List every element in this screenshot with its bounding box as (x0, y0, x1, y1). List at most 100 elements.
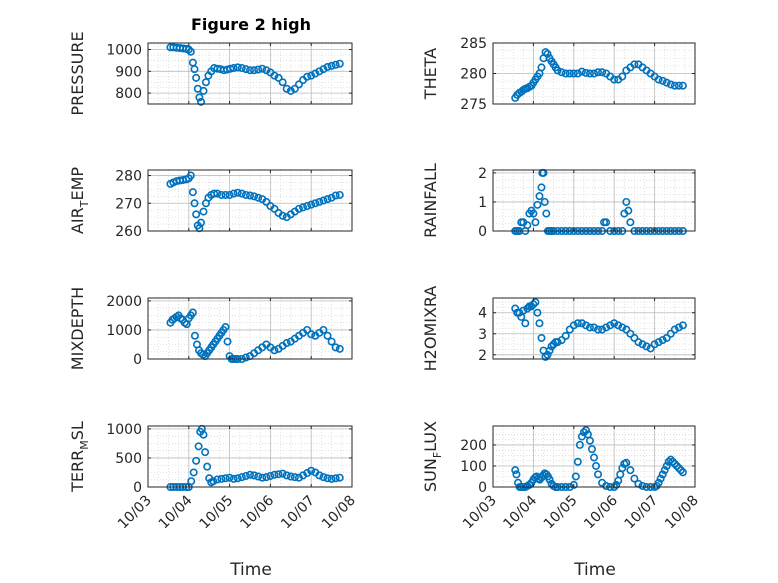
y-tick-label: 2000 (106, 294, 142, 310)
x-tick-label: 10/07 (622, 493, 662, 533)
pressure-point (258, 64, 267, 73)
y-tick-label: 0 (133, 480, 142, 496)
h2omixra-point (622, 325, 631, 334)
x-tick-label: 10/05 (197, 493, 237, 533)
air-temp-point (237, 189, 246, 198)
h2omixra-point (598, 325, 607, 334)
subplot-3: 260 270 280 AIRTEMP (68, 167, 353, 240)
terr-msl-point (282, 471, 291, 480)
terr-msl-point (187, 477, 196, 486)
y-tick-label: 280 (115, 169, 142, 185)
sun-flux-point (612, 480, 621, 489)
air-temp-point (270, 204, 279, 213)
pressure-point (327, 61, 336, 70)
y-tick-label: 900 (115, 64, 142, 80)
sun-flux-point (654, 478, 663, 487)
pressure-point (190, 65, 199, 74)
pressure-point (186, 47, 195, 56)
h2omixra-point (614, 321, 623, 330)
pressure-point (250, 66, 259, 75)
air-temp-point (190, 199, 199, 208)
pressure-point (192, 73, 201, 82)
x-tick-label: 10/03 (115, 493, 155, 533)
pressure-point (229, 64, 238, 73)
y-tick-label: 1000 (106, 323, 142, 339)
mixdepth-point (327, 337, 336, 346)
y-label-rest: EMP (68, 167, 87, 201)
y-axis-label: MIXDEPTH (68, 287, 87, 370)
sun-flux-point (622, 458, 631, 467)
pressure-point (319, 65, 328, 74)
h2omixra-point (527, 302, 536, 311)
air-temp-point (188, 188, 197, 197)
y-tick-label: 2 (478, 166, 487, 182)
h2omixra-point (561, 331, 570, 340)
subplot-5: 0 1000 2000 MIXDEPTH (68, 287, 353, 370)
pressure-point (197, 97, 206, 106)
sun-flux-point (666, 455, 675, 464)
sun-flux-point (674, 464, 683, 473)
terr-msl-point (229, 474, 238, 483)
pressure-point (290, 84, 299, 93)
theta-point (561, 69, 570, 78)
rainfall-point (626, 218, 635, 227)
h2omixra-point (543, 350, 552, 359)
terr-msl-point (233, 474, 242, 483)
x-tick-label: 10/06 (581, 492, 621, 532)
mixdepth-point (188, 308, 197, 317)
h2omixra-point (602, 323, 611, 332)
theta-point (585, 69, 594, 78)
terr-msl-point (217, 474, 226, 483)
h2omixra-point (610, 319, 619, 328)
h2omixra-point (581, 321, 590, 330)
terr-msl-point (209, 477, 218, 486)
h2omixra-point (630, 333, 639, 342)
pressure-point (294, 80, 303, 89)
sun-flux-point (594, 470, 603, 479)
h2omixra-point (565, 325, 574, 334)
pressure-point (254, 65, 263, 74)
rainfall-point (537, 183, 546, 192)
y-label-main: AIR (68, 207, 87, 234)
axes-box (492, 169, 696, 232)
sun-flux-point (626, 466, 635, 475)
rainfall-point (602, 218, 611, 227)
mixdepth-point (307, 330, 316, 339)
pressure-point (201, 78, 210, 87)
terr-msl-point (290, 473, 299, 482)
sun-flux-point (573, 457, 582, 466)
h2omixra-point (545, 346, 554, 355)
h2omixra-point (678, 321, 687, 330)
pressure-point (282, 84, 291, 93)
sun-flux-point (660, 466, 669, 475)
y-tick-label: 285 (460, 36, 487, 52)
sun-flux-point (581, 426, 590, 435)
y-label-subscript: M (78, 440, 91, 450)
rainfall-point (622, 197, 631, 206)
sun-flux-point (676, 466, 685, 475)
h2omixra-point (537, 333, 546, 342)
pressure-point (278, 78, 287, 87)
air-temp-point (335, 190, 344, 199)
h2omixra-point (618, 323, 627, 332)
theta-point (543, 49, 552, 58)
terr-msl-point (201, 448, 210, 457)
sun-flux-point (630, 474, 639, 483)
y-label-main: SUN (421, 458, 440, 492)
terr-msl-point (262, 473, 271, 482)
rainfall-point (533, 200, 542, 209)
h2omixra-point (541, 352, 550, 361)
mixdepth-point (282, 339, 291, 348)
terr-msl-point (307, 466, 316, 475)
y-tick-label: 200 (460, 438, 487, 454)
sun-flux-point (571, 472, 580, 481)
y-tick-label: 4 (478, 306, 487, 322)
axes-box (147, 42, 353, 105)
axes-box (147, 297, 353, 360)
air-temp-point (192, 210, 201, 219)
terr-msl-point (199, 430, 208, 439)
air-temp-point (199, 207, 208, 216)
h2omixra-point (577, 319, 586, 328)
rainfall-point (540, 197, 549, 206)
pressure-point (311, 69, 320, 78)
